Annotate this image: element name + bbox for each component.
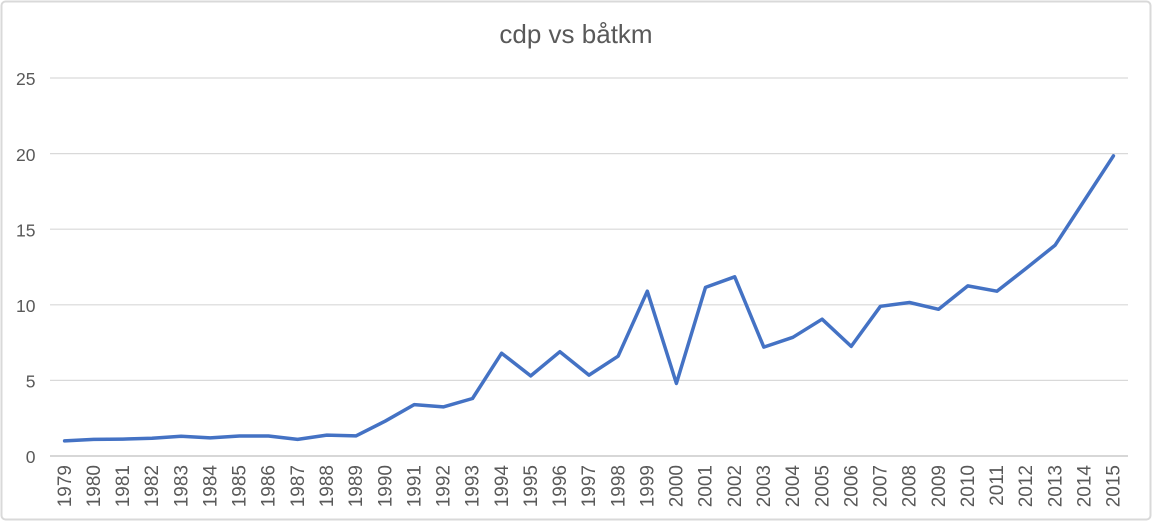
svg-text:2002: 2002 bbox=[725, 465, 746, 507]
svg-text:2013: 2013 bbox=[1045, 465, 1066, 507]
svg-text:2011: 2011 bbox=[987, 465, 1008, 506]
svg-text:1990: 1990 bbox=[375, 465, 396, 507]
svg-text:2005: 2005 bbox=[812, 465, 833, 507]
svg-text:15: 15 bbox=[16, 220, 35, 240]
svg-text:1994: 1994 bbox=[492, 465, 513, 508]
svg-text:2006: 2006 bbox=[841, 465, 862, 507]
svg-text:2010: 2010 bbox=[958, 465, 979, 507]
svg-text:2012: 2012 bbox=[1016, 465, 1037, 507]
svg-text:20: 20 bbox=[16, 145, 36, 165]
svg-text:1995: 1995 bbox=[521, 465, 542, 507]
svg-text:1984: 1984 bbox=[200, 465, 221, 508]
svg-text:2003: 2003 bbox=[754, 465, 775, 507]
svg-text:2009: 2009 bbox=[929, 465, 950, 507]
svg-text:1998: 1998 bbox=[608, 465, 629, 507]
svg-text:1992: 1992 bbox=[434, 465, 455, 507]
svg-text:2014: 2014 bbox=[1075, 465, 1096, 508]
svg-text:1988: 1988 bbox=[317, 465, 338, 507]
svg-text:1980: 1980 bbox=[84, 465, 105, 507]
svg-text:1983: 1983 bbox=[171, 465, 192, 507]
svg-text:cdp vs båtkm: cdp vs båtkm bbox=[499, 19, 652, 49]
svg-text:1982: 1982 bbox=[142, 465, 163, 507]
svg-text:2004: 2004 bbox=[783, 465, 804, 508]
svg-text:1985: 1985 bbox=[230, 465, 251, 507]
svg-text:1989: 1989 bbox=[346, 465, 367, 507]
svg-text:2015: 2015 bbox=[1104, 465, 1125, 507]
svg-text:0: 0 bbox=[26, 447, 36, 467]
svg-text:10: 10 bbox=[16, 296, 36, 316]
svg-text:1987: 1987 bbox=[288, 465, 309, 507]
svg-text:1979: 1979 bbox=[55, 465, 76, 507]
svg-text:2007: 2007 bbox=[871, 465, 892, 507]
svg-text:25: 25 bbox=[16, 69, 35, 89]
svg-text:2000: 2000 bbox=[667, 465, 688, 507]
svg-text:1991: 1991 bbox=[404, 465, 425, 507]
svg-text:2008: 2008 bbox=[900, 465, 921, 507]
svg-text:2001: 2001 bbox=[696, 465, 717, 507]
svg-text:1986: 1986 bbox=[259, 465, 280, 507]
svg-text:1981: 1981 bbox=[113, 465, 134, 507]
svg-text:1993: 1993 bbox=[463, 465, 484, 507]
svg-text:5: 5 bbox=[26, 372, 36, 392]
svg-text:1997: 1997 bbox=[579, 465, 600, 507]
svg-text:1996: 1996 bbox=[550, 465, 571, 507]
svg-text:1999: 1999 bbox=[638, 465, 659, 507]
